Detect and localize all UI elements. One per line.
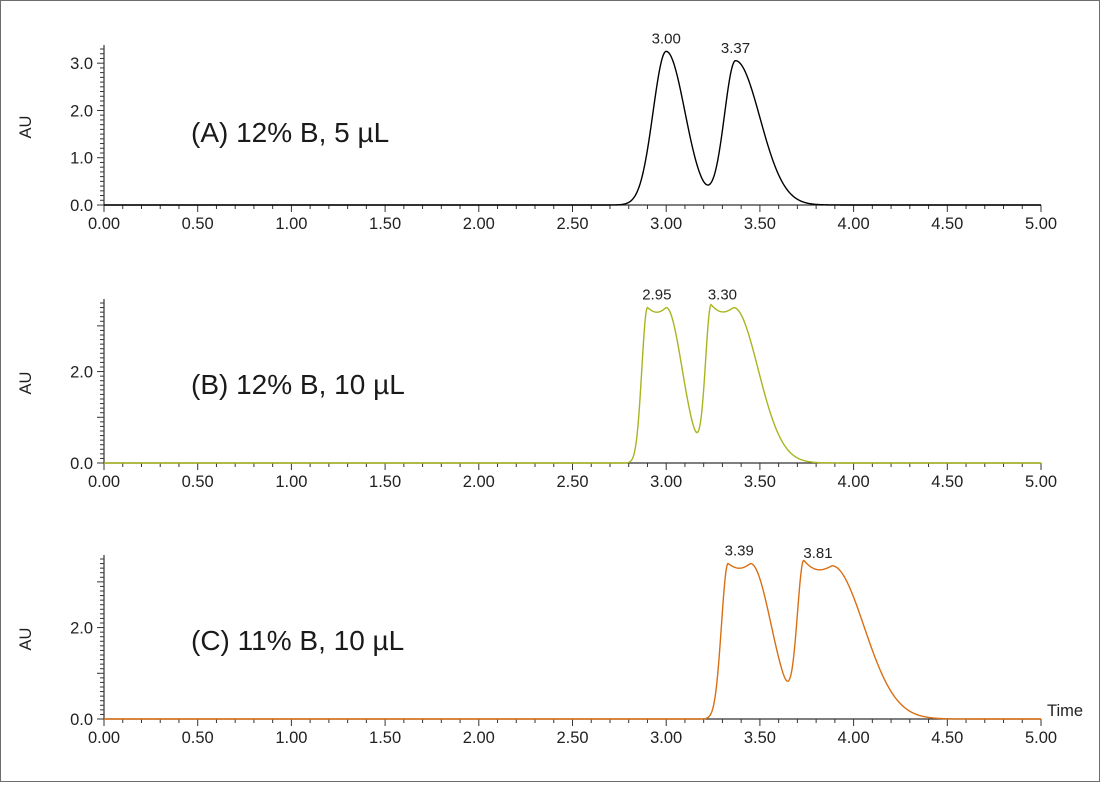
x-tick-label: 2.50	[556, 215, 588, 233]
x-tick-label: 3.50	[744, 473, 776, 491]
chart-panel-1: 0.00 0.50 1.00 1.50 2.00 2.50 3.00 3.50 4.00 4.50…	[17, 287, 1057, 491]
peak-retention-label: 3.00	[652, 30, 681, 47]
x-tick-label: 4.50	[931, 215, 963, 233]
x-tick-label: 0.50	[182, 473, 214, 491]
x-tick-label: 0.00	[88, 215, 120, 233]
x-tick-label: 2.00	[463, 473, 495, 491]
peak-retention-label: 3.39	[725, 543, 754, 560]
x-tick-label: 3.50	[744, 729, 776, 747]
x-tick-label: 2.50	[556, 473, 588, 491]
x-axis-title: Time	[1047, 702, 1083, 720]
x-tick-label: 1.50	[369, 729, 401, 747]
x-tick-label: 1.50	[369, 215, 401, 233]
x-tick-label: 1.00	[275, 215, 307, 233]
x-tick-label: 5.00	[1025, 473, 1057, 491]
y-axis-title: AU	[17, 628, 35, 651]
peak-retention-label: 2.95	[642, 287, 671, 304]
chart-panel-2: 0.00 0.50 1.00 1.50 2.00 2.50 3.00 3.50 4.00 4.50…	[17, 543, 1083, 747]
x-tick-label: 2.00	[463, 729, 495, 747]
y-tick-label: 2.0	[70, 364, 93, 382]
x-tick-label: 4.50	[931, 729, 963, 747]
x-tick-label: 2.00	[463, 215, 495, 233]
x-tick-label: 5.00	[1025, 215, 1057, 233]
peak-retention-label: 3.81	[803, 545, 832, 562]
chromatogram-trace	[104, 559, 1041, 720]
x-tick-label: 3.50	[744, 215, 776, 233]
chart-panel-0: 0.00 0.50 1.00 1.50 2.00 2.50 3.00 3.50 4.00 4.50…	[17, 30, 1057, 233]
x-tick-label: 4.00	[838, 473, 870, 491]
x-tick-label: 0.00	[88, 729, 120, 747]
x-tick-label: 1.50	[369, 473, 401, 491]
y-tick-label: 2.0	[70, 620, 93, 638]
panel-title: (A) 12% B, 5 µL	[191, 117, 389, 148]
panel-title: (B) 12% B, 10 µL	[191, 369, 405, 400]
x-tick-label: 3.00	[650, 729, 682, 747]
x-tick-label: 0.00	[88, 473, 120, 491]
x-tick-label: 1.00	[275, 729, 307, 747]
chromatogram-trace	[104, 303, 1041, 464]
x-tick-label: 1.00	[275, 473, 307, 491]
x-tick-label: 4.50	[931, 473, 963, 491]
y-axis-title: AU	[17, 116, 35, 139]
chromatogram-trace	[104, 50, 1041, 206]
x-tick-label: 0.50	[182, 215, 214, 233]
x-tick-label: 2.50	[556, 729, 588, 747]
y-tick-label: 3.0	[70, 55, 93, 73]
y-tick-label: 0.0	[70, 455, 93, 473]
y-tick-label: 2.0	[70, 102, 93, 120]
x-tick-label: 0.50	[182, 729, 214, 747]
peak-retention-label: 3.30	[708, 287, 737, 304]
x-tick-label: 3.00	[650, 473, 682, 491]
y-axis-title: AU	[17, 372, 35, 395]
x-tick-label: 4.00	[838, 729, 870, 747]
x-tick-label: 3.00	[650, 215, 682, 233]
x-tick-label: 5.00	[1025, 729, 1057, 747]
x-tick-label: 4.00	[838, 215, 870, 233]
y-tick-label: 1.0	[70, 150, 93, 168]
panel-title: (C) 11% B, 10 µL	[191, 625, 404, 656]
peak-retention-label: 3.37	[721, 40, 750, 57]
y-tick-label: 0.0	[70, 711, 93, 729]
y-tick-label: 0.0	[70, 197, 93, 215]
